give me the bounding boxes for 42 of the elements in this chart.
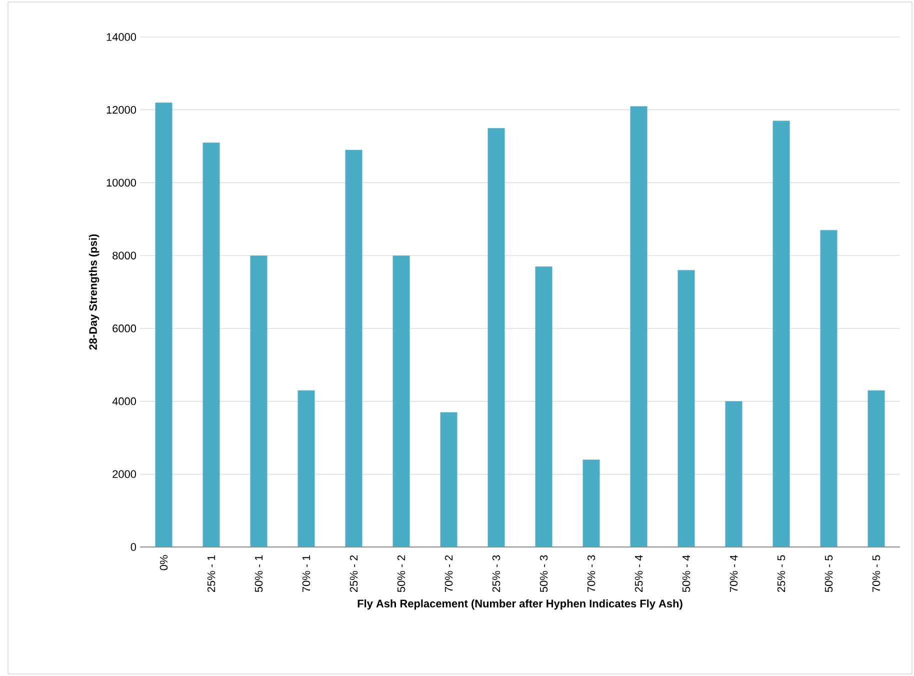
bar — [725, 401, 742, 547]
y-tick-label: 0 — [130, 543, 136, 551]
bar — [678, 270, 695, 547]
bar — [392, 256, 410, 547]
bar — [488, 128, 505, 547]
x-tick-label: 50% - 4 — [682, 555, 690, 592]
x-tick-label: 25% - 3 — [492, 555, 500, 592]
x-tick-label: 25% - 5 — [777, 555, 786, 592]
x-tick-label: 70% - 3 — [587, 555, 596, 592]
y-tick-label: 12000 — [106, 106, 136, 114]
y-tick-label: 2000 — [112, 470, 136, 478]
x-tick-label: 50% - 5 — [824, 555, 833, 592]
bar — [630, 106, 648, 547]
x-tick-label: 70% - 2 — [444, 555, 453, 592]
x-tick-label: 25% - 1 — [207, 555, 216, 592]
bar — [250, 256, 268, 547]
bar — [155, 102, 172, 547]
x-axis-title: Fly Ash Replacement (Number after Hyphen Indicates Fly Ash) — [358, 599, 682, 610]
bar — [440, 412, 458, 547]
bar — [202, 142, 220, 547]
y-tick-label: 8000 — [112, 252, 136, 260]
x-tick-label: 70% - 1 — [302, 555, 310, 592]
bar — [868, 390, 885, 547]
x-tick-label: 25% - 2 — [350, 555, 358, 592]
x-tick-label: 0% — [160, 555, 168, 570]
x-tick-label: 25% - 4 — [634, 555, 643, 592]
bar — [820, 230, 838, 547]
bar — [345, 150, 362, 547]
bar — [298, 390, 315, 547]
x-tick-label: 70% - 4 — [730, 555, 738, 592]
bar — [582, 460, 600, 547]
x-tick-label: 50% - 1 — [254, 555, 263, 592]
y-tick-label: 6000 — [112, 324, 136, 332]
x-tick-label: 70% - 5 — [872, 555, 880, 592]
y-tick-label: 4000 — [112, 397, 136, 406]
bar — [772, 120, 790, 547]
y-tick-label: 14000 — [106, 33, 136, 41]
x-tick-label: 50% - 2 — [397, 555, 406, 592]
x-tick-label: 50% - 3 — [540, 555, 548, 592]
y-axis-title: 28-Day Strengths (psi) — [88, 234, 100, 350]
y-tick-label: 10000 — [106, 178, 136, 187]
bar — [535, 266, 552, 547]
